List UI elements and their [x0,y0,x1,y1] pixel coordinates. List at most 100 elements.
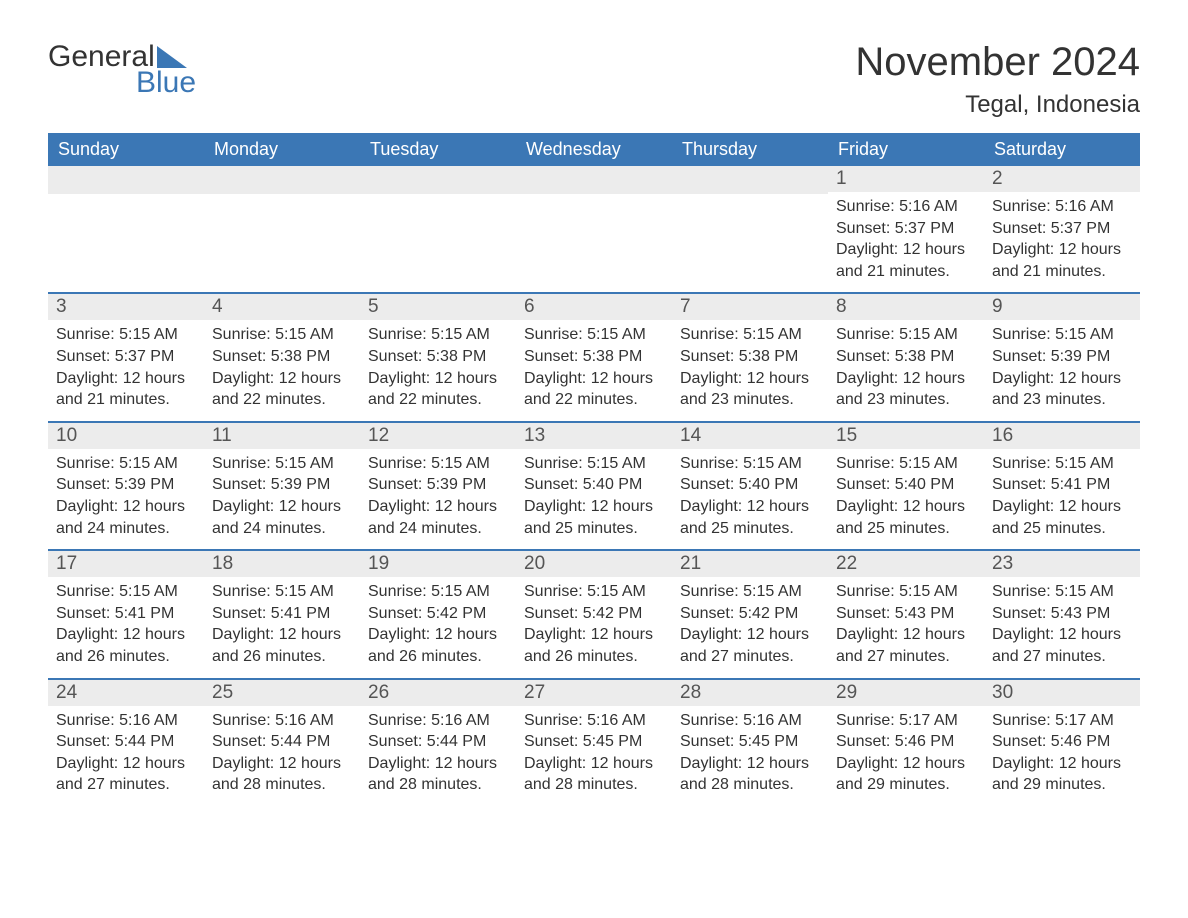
sunrise-text: Sunrise: 5:15 AM [992,453,1132,475]
day-details: Sunrise: 5:16 AMSunset: 5:45 PMDaylight:… [672,706,828,806]
daylight-text-line2: and 25 minutes. [992,518,1132,540]
day-number: 28 [672,680,828,706]
day-number: 29 [828,680,984,706]
sunrise-text: Sunrise: 5:16 AM [992,196,1132,218]
sunrise-text: Sunrise: 5:15 AM [836,453,976,475]
day-cell: 7Sunrise: 5:15 AMSunset: 5:38 PMDaylight… [672,294,828,420]
day-details: Sunrise: 5:15 AMSunset: 5:41 PMDaylight:… [48,577,204,677]
day-cell-empty [360,166,516,292]
daylight-text-line1: Daylight: 12 hours [836,753,976,775]
sunset-text: Sunset: 5:45 PM [680,731,820,753]
sunset-text: Sunset: 5:40 PM [680,474,820,496]
daylight-text-line1: Daylight: 12 hours [680,624,820,646]
daylight-text-line2: and 29 minutes. [836,774,976,796]
sunset-text: Sunset: 5:39 PM [368,474,508,496]
sunrise-text: Sunrise: 5:15 AM [56,581,196,603]
day-details: Sunrise: 5:16 AMSunset: 5:44 PMDaylight:… [360,706,516,806]
day-cell-empty [48,166,204,292]
day-number: 5 [360,294,516,320]
day-number: 26 [360,680,516,706]
sunset-text: Sunset: 5:39 PM [212,474,352,496]
day-cell: 25Sunrise: 5:16 AMSunset: 5:44 PMDayligh… [204,680,360,806]
daylight-text-line1: Daylight: 12 hours [524,368,664,390]
daylight-text-line1: Daylight: 12 hours [836,368,976,390]
sunset-text: Sunset: 5:37 PM [836,218,976,240]
weekday-saturday: Saturday [984,133,1140,166]
sunset-text: Sunset: 5:44 PM [56,731,196,753]
day-number: 6 [516,294,672,320]
day-number: 24 [48,680,204,706]
day-details: Sunrise: 5:15 AMSunset: 5:43 PMDaylight:… [828,577,984,677]
day-number: 20 [516,551,672,577]
day-details: Sunrise: 5:15 AMSunset: 5:41 PMDaylight:… [204,577,360,677]
day-number: 27 [516,680,672,706]
day-cell: 18Sunrise: 5:15 AMSunset: 5:41 PMDayligh… [204,551,360,677]
daylight-text-line1: Daylight: 12 hours [212,368,352,390]
daylight-text-line1: Daylight: 12 hours [212,496,352,518]
day-cell: 17Sunrise: 5:15 AMSunset: 5:41 PMDayligh… [48,551,204,677]
daylight-text-line2: and 26 minutes. [56,646,196,668]
logo-text-blue: Blue [136,66,196,100]
day-details: Sunrise: 5:17 AMSunset: 5:46 PMDaylight:… [984,706,1140,806]
daylight-text-line1: Daylight: 12 hours [992,753,1132,775]
daylight-text-line2: and 27 minutes. [992,646,1132,668]
daylight-text-line1: Daylight: 12 hours [524,496,664,518]
day-cell-empty [204,166,360,292]
day-details: Sunrise: 5:15 AMSunset: 5:38 PMDaylight:… [516,320,672,420]
daylight-text-line1: Daylight: 12 hours [368,368,508,390]
daylight-text-line2: and 25 minutes. [680,518,820,540]
sunset-text: Sunset: 5:37 PM [992,218,1132,240]
daylight-text-line1: Daylight: 12 hours [680,753,820,775]
day-cell: 14Sunrise: 5:15 AMSunset: 5:40 PMDayligh… [672,423,828,549]
sunset-text: Sunset: 5:38 PM [368,346,508,368]
sunrise-text: Sunrise: 5:16 AM [56,710,196,732]
sunrise-text: Sunrise: 5:15 AM [212,324,352,346]
daylight-text-line1: Daylight: 12 hours [992,624,1132,646]
daylight-text-line2: and 26 minutes. [524,646,664,668]
weekday-wednesday: Wednesday [516,133,672,166]
sunrise-text: Sunrise: 5:16 AM [680,710,820,732]
day-cell: 12Sunrise: 5:15 AMSunset: 5:39 PMDayligh… [360,423,516,549]
day-number [360,166,516,194]
sunrise-text: Sunrise: 5:15 AM [368,453,508,475]
sunrise-text: Sunrise: 5:15 AM [212,453,352,475]
sunrise-text: Sunrise: 5:15 AM [680,324,820,346]
daylight-text-line2: and 21 minutes. [56,389,196,411]
daylight-text-line1: Daylight: 12 hours [836,624,976,646]
sunset-text: Sunset: 5:39 PM [992,346,1132,368]
day-number: 25 [204,680,360,706]
sunrise-text: Sunrise: 5:16 AM [836,196,976,218]
page-header: General Blue November 2024 Tegal, Indone… [48,40,1140,119]
daylight-text-line2: and 24 minutes. [56,518,196,540]
day-number [672,166,828,194]
weekday-monday: Monday [204,133,360,166]
day-number: 21 [672,551,828,577]
day-number [204,166,360,194]
logo: General Blue [48,40,196,100]
day-cell: 8Sunrise: 5:15 AMSunset: 5:38 PMDaylight… [828,294,984,420]
sunset-text: Sunset: 5:43 PM [992,603,1132,625]
sunrise-text: Sunrise: 5:16 AM [524,710,664,732]
day-details: Sunrise: 5:15 AMSunset: 5:41 PMDaylight:… [984,449,1140,549]
day-details: Sunrise: 5:15 AMSunset: 5:42 PMDaylight:… [516,577,672,677]
sunrise-text: Sunrise: 5:15 AM [992,581,1132,603]
sunrise-text: Sunrise: 5:15 AM [368,581,508,603]
sunset-text: Sunset: 5:38 PM [680,346,820,368]
day-cell: 13Sunrise: 5:15 AMSunset: 5:40 PMDayligh… [516,423,672,549]
sunrise-text: Sunrise: 5:15 AM [680,581,820,603]
day-details: Sunrise: 5:15 AMSunset: 5:38 PMDaylight:… [672,320,828,420]
sunset-text: Sunset: 5:40 PM [836,474,976,496]
day-details: Sunrise: 5:15 AMSunset: 5:40 PMDaylight:… [516,449,672,549]
day-number: 3 [48,294,204,320]
daylight-text-line2: and 28 minutes. [680,774,820,796]
day-cell-empty [672,166,828,292]
daylight-text-line2: and 23 minutes. [992,389,1132,411]
day-number: 7 [672,294,828,320]
day-number: 18 [204,551,360,577]
daylight-text-line2: and 22 minutes. [524,389,664,411]
daylight-text-line2: and 27 minutes. [836,646,976,668]
daylight-text-line1: Daylight: 12 hours [368,496,508,518]
daylight-text-line2: and 28 minutes. [212,774,352,796]
sunset-text: Sunset: 5:42 PM [680,603,820,625]
daylight-text-line2: and 22 minutes. [212,389,352,411]
